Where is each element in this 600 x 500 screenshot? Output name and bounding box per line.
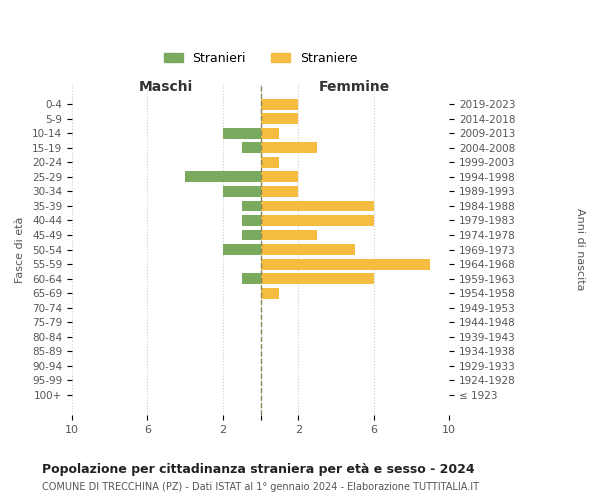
- Bar: [242, 230, 260, 240]
- Bar: [260, 157, 280, 168]
- Bar: [242, 273, 260, 284]
- Bar: [260, 142, 317, 154]
- Bar: [260, 215, 374, 226]
- Legend: Stranieri, Straniere: Stranieri, Straniere: [159, 47, 362, 70]
- Bar: [260, 230, 317, 240]
- Text: COMUNE DI TRECCHINA (PZ) - Dati ISTAT al 1° gennaio 2024 - Elaborazione TUTTITAL: COMUNE DI TRECCHINA (PZ) - Dati ISTAT al…: [42, 482, 479, 492]
- Bar: [260, 186, 298, 197]
- Bar: [260, 172, 298, 182]
- Bar: [242, 215, 260, 226]
- Bar: [242, 200, 260, 211]
- Bar: [223, 128, 260, 139]
- Bar: [260, 99, 298, 110]
- Bar: [223, 244, 260, 255]
- Bar: [260, 244, 355, 255]
- Text: Maschi: Maschi: [139, 80, 193, 94]
- Y-axis label: Fasce di età: Fasce di età: [15, 216, 25, 282]
- Bar: [185, 172, 260, 182]
- Text: Popolazione per cittadinanza straniera per età e sesso - 2024: Popolazione per cittadinanza straniera p…: [42, 462, 475, 475]
- Bar: [260, 273, 374, 284]
- Bar: [260, 114, 298, 124]
- Y-axis label: Anni di nascita: Anni di nascita: [575, 208, 585, 291]
- Bar: [260, 200, 374, 211]
- Bar: [260, 288, 280, 298]
- Bar: [260, 258, 430, 270]
- Bar: [260, 128, 280, 139]
- Text: Femmine: Femmine: [319, 80, 391, 94]
- Bar: [223, 186, 260, 197]
- Bar: [242, 142, 260, 154]
